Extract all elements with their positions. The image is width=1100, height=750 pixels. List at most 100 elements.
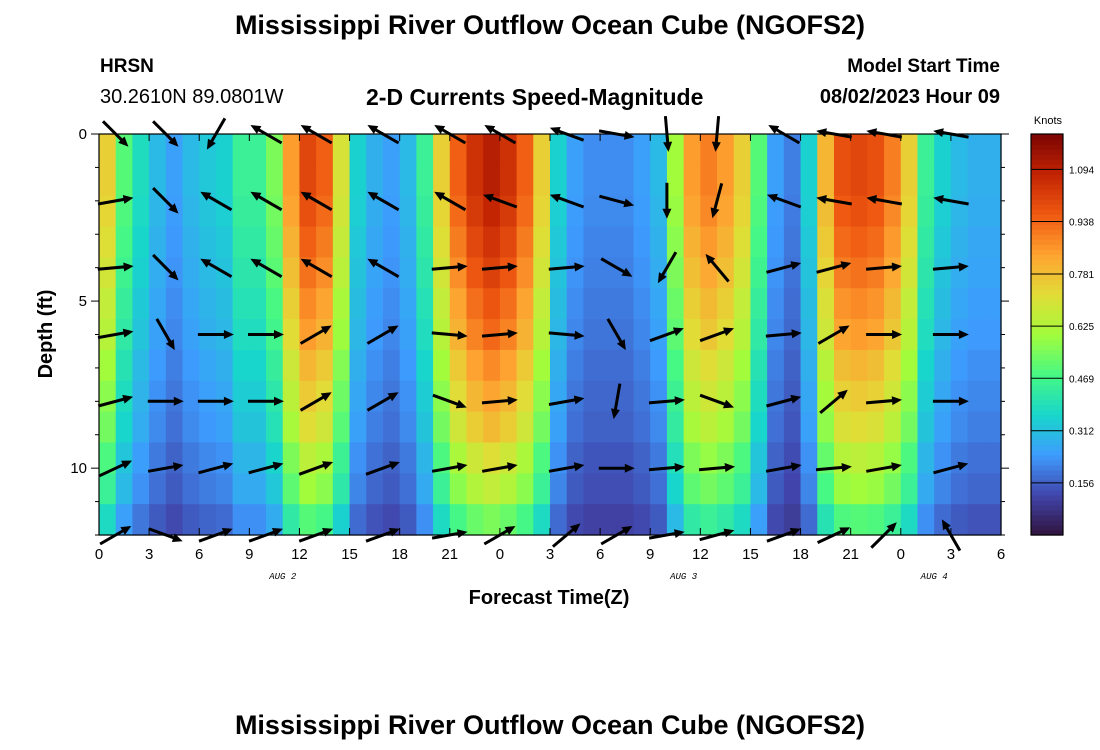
heatmap-cell	[199, 473, 217, 505]
heatmap-cell	[984, 442, 1002, 474]
heatmap-cell	[666, 164, 685, 197]
heatmap-cell	[399, 226, 417, 258]
heatmap-cell	[115, 164, 133, 197]
y-tick-label: 10	[70, 460, 87, 477]
heatmap-cell	[399, 442, 417, 474]
heatmap-cell	[566, 134, 584, 166]
heatmap-cell	[583, 288, 601, 320]
heatmap-cell	[867, 164, 885, 197]
current-vector	[815, 463, 852, 472]
heatmap-cell	[700, 288, 718, 320]
colorbar-segment	[1031, 179, 1063, 185]
heatmap-cell	[232, 442, 250, 474]
heatmap-cell	[433, 411, 451, 444]
heatmap-cell	[416, 504, 434, 536]
current-vector	[481, 329, 518, 339]
current-vector	[598, 463, 635, 473]
heatmap-cell	[115, 195, 133, 228]
heatmap-cell	[833, 473, 852, 505]
heatmap-cell	[483, 411, 501, 444]
heatmap-cell	[967, 504, 985, 536]
heatmap-cell	[483, 288, 501, 320]
heatmap-cell	[149, 411, 167, 444]
heatmap-cell	[382, 473, 401, 505]
colorbar-segment	[1031, 444, 1063, 451]
heatmap-cell	[650, 257, 668, 289]
heatmap-cell	[717, 288, 735, 320]
heatmap-cell	[332, 380, 351, 413]
heatmap-cell	[616, 349, 635, 382]
heatmap-cell	[132, 349, 150, 382]
heatmap-cell	[533, 473, 551, 505]
current-vector	[152, 120, 179, 147]
heatmap-cell	[483, 134, 501, 166]
heatmap-cell	[499, 349, 518, 382]
heatmap-cell	[466, 442, 484, 474]
current-vector	[148, 527, 183, 542]
heatmap-cell	[332, 195, 351, 228]
heatmap-cell	[466, 288, 484, 320]
heatmap-cell	[733, 504, 752, 536]
heatmap-cell	[650, 380, 668, 413]
heatmap-cell	[499, 164, 518, 197]
heatmap-cell	[232, 380, 250, 413]
heatmap-cell	[149, 257, 167, 289]
heatmap-cell	[650, 349, 668, 382]
heatmap-cell	[583, 195, 601, 228]
heatmap-cell	[299, 164, 317, 197]
heatmap-cell	[917, 442, 935, 474]
heatmap-cell	[550, 442, 568, 474]
heatmap-cell	[182, 134, 200, 166]
heatmap-cell	[583, 411, 601, 444]
heatmap-cell	[349, 195, 367, 228]
heatmap-cell	[483, 504, 501, 536]
heatmap-cell	[666, 288, 685, 320]
heatmap-cell	[332, 164, 351, 197]
heatmap-cell	[132, 195, 150, 228]
heatmap-cell	[733, 473, 752, 505]
heatmap-cell	[232, 134, 250, 166]
heatmap-cell	[399, 380, 417, 413]
heatmap-cell	[282, 411, 301, 444]
heatmap-cell	[917, 473, 935, 505]
heatmap-cell	[700, 442, 718, 474]
heatmap-cell	[199, 380, 217, 413]
heatmap-cell	[366, 226, 384, 258]
heatmap-cell	[583, 504, 601, 536]
heatmap-cell	[433, 134, 451, 166]
heatmap-cell	[950, 134, 969, 166]
heatmap-cell	[566, 164, 584, 197]
heatmap-cell	[466, 257, 484, 289]
colorbar-segment	[1031, 364, 1063, 371]
heatmap-cell	[299, 134, 317, 166]
heatmap-cell	[182, 349, 200, 382]
heatmap-cell	[733, 319, 752, 351]
heatmap-cell	[550, 473, 568, 505]
heatmap-cell	[767, 288, 785, 320]
heatmap-cell	[934, 195, 952, 228]
date-labels: AUG 2 AUG 3 AUG 4	[268, 572, 947, 582]
heatmap-cell	[650, 473, 668, 505]
heatmap-cell	[382, 226, 401, 258]
heatmap-cell	[266, 411, 284, 444]
x-tick-label: 0	[897, 546, 905, 563]
colorbar-segment	[1031, 144, 1063, 150]
heatmap-cell	[249, 349, 267, 382]
heatmap-cell	[934, 226, 952, 258]
heatmap-cell	[583, 442, 601, 474]
x-tick-label: 9	[646, 546, 654, 563]
heatmap-cell	[299, 195, 317, 228]
heatmap-cell	[132, 257, 150, 289]
heatmap-cell	[683, 164, 701, 197]
heatmap-cell	[132, 226, 150, 258]
heatmap-cell	[399, 349, 417, 382]
heatmap-cell	[215, 134, 234, 166]
heatmap-cell	[466, 134, 484, 166]
current-vector	[431, 462, 468, 473]
heatmap-cell	[950, 380, 969, 413]
heatmap-cell	[683, 504, 701, 536]
heatmap-cell	[967, 473, 985, 505]
current-vector	[481, 262, 518, 272]
heatmap-cell	[349, 134, 367, 166]
heatmap-cell	[934, 380, 952, 413]
